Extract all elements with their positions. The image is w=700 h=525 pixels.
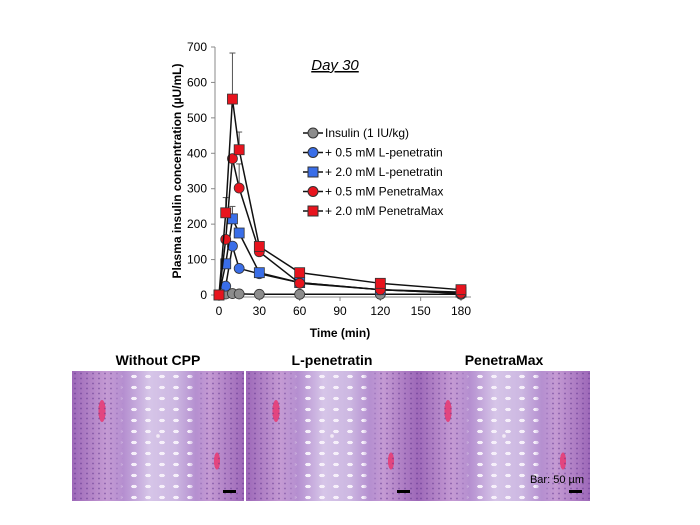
data-point [253, 267, 265, 279]
panel-title-l-penetratin: L-penetratin [291, 352, 373, 368]
data-point [455, 284, 467, 296]
scale-bar-label: Bar: 50 µm [529, 474, 584, 486]
legend-label: + 2.0 mM L-penetratin [325, 165, 443, 179]
legend-marker [307, 205, 319, 217]
data-point [220, 258, 232, 270]
x-tick-label: 30 [253, 304, 267, 318]
legend-marker [307, 166, 319, 178]
scale-bar [223, 490, 236, 493]
x-tick-label: 0 [216, 304, 223, 318]
data-point [227, 240, 238, 252]
x-tick-label: 90 [333, 304, 347, 318]
series-line [218, 98, 462, 296]
y-tick-label: 600 [187, 75, 207, 89]
legend-label: + 0.5 mM PenetraMax [325, 185, 443, 199]
y-axis-label: Plasma insulin concentration (µU/mL) [170, 64, 184, 279]
legend-marker [307, 127, 319, 139]
panel-title-without-cpp: Without CPP [115, 352, 201, 368]
data-point [253, 288, 265, 300]
data-point [233, 288, 245, 300]
histology-image-l-penetratin [246, 371, 418, 501]
data-point [233, 144, 245, 156]
y-tick-label: 700 [187, 40, 207, 54]
panel-title-penetramax: PenetraMax [464, 352, 544, 368]
series-line [218, 158, 462, 296]
data-point [233, 182, 245, 194]
data-point [294, 267, 306, 279]
y-tick-label: 400 [187, 146, 207, 160]
data-point [253, 241, 265, 252]
y-tick-label: 100 [187, 253, 207, 267]
x-tick-label: 120 [370, 304, 390, 318]
legend-label: + 0.5 mM L-penetratin [325, 146, 443, 160]
x-tick-label: 150 [411, 304, 431, 318]
data-point [233, 263, 245, 274]
x-tick-label: 60 [293, 304, 307, 318]
legend-marker [307, 186, 319, 197]
insulin-chart: 0 100 200 300 400 500 600 700 0 30 60 90 120 150 180 Ti… [170, 40, 471, 340]
data-point [220, 233, 232, 245]
data-point [294, 277, 306, 289]
legend-marker [307, 147, 319, 158]
x-tick-label: 180 [451, 304, 471, 318]
histology-image-penetramax: Bar: 50 µm [418, 371, 590, 501]
scale-bar [397, 490, 410, 493]
y-tick-label: 300 [187, 182, 207, 196]
data-point [220, 207, 232, 219]
histology-image-without-cpp [72, 371, 244, 501]
data-point [227, 93, 238, 105]
legend-label: + 2.0 mM PenetraMax [325, 204, 443, 218]
legend-label: Insulin (1 IU/kg) [325, 126, 409, 140]
data-point [294, 288, 306, 300]
data-point [227, 153, 238, 165]
x-axis-label: Time (min) [310, 326, 370, 340]
y-tick-label: 200 [187, 217, 207, 231]
scale-bar [569, 490, 582, 493]
data-point [213, 289, 225, 301]
data-point [374, 277, 386, 289]
data-point [233, 227, 245, 239]
y-tick-label: 0 [200, 288, 207, 302]
y-tick-label: 500 [187, 111, 207, 125]
chart-title: Day 30 [311, 57, 359, 74]
